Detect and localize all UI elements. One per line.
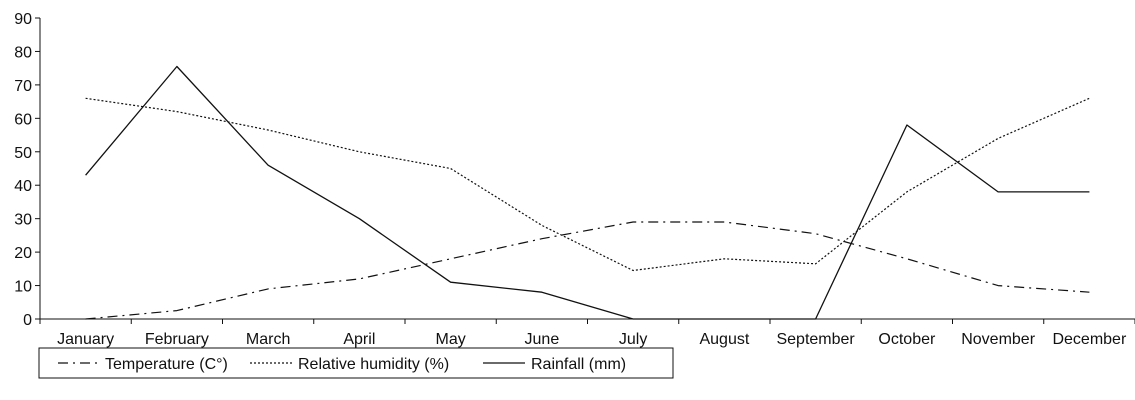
x-tick-label: March	[246, 331, 290, 348]
x-tick-label: February	[145, 331, 209, 348]
y-tick-label: 70	[14, 78, 32, 95]
x-tick-label: August	[699, 331, 749, 348]
x-tick-label: November	[961, 331, 1035, 348]
x-tick-label: January	[57, 331, 114, 348]
y-tick-label: 0	[23, 312, 32, 329]
series-line-temperature	[85, 221, 1090, 320]
series-line-humidity	[85, 97, 1090, 272]
y-tick-label: 90	[14, 11, 32, 28]
y-tick-label: 30	[14, 212, 32, 229]
y-tick-label: 80	[14, 44, 32, 61]
axes	[39, 18, 1135, 320]
x-tick-label: May	[436, 331, 466, 348]
x-tick-label: December	[1052, 331, 1126, 348]
y-tick-label: 20	[14, 245, 32, 262]
legend-box	[38, 347, 674, 379]
x-tick-label: October	[878, 331, 936, 348]
y-tick-label: 60	[14, 111, 32, 128]
y-tick-label: 50	[14, 145, 32, 162]
legend-label-humidity: Relative humidity (%)	[298, 356, 449, 373]
y-axis-ticks: 0 10 20 30 40 50 60 70 80 90	[14, 11, 40, 329]
y-tick-label: 40	[14, 178, 32, 195]
legend-label-rainfall: Rainfall (mm)	[531, 356, 626, 373]
legend-label-temperature: Temperature (C°)	[105, 356, 228, 373]
x-axis-ticks: January February March April May June July Augu…	[39, 319, 1135, 348]
series-line-rainfall	[85, 65, 1090, 320]
x-tick-label: April	[343, 331, 375, 348]
x-tick-label: June	[525, 331, 560, 348]
y-tick-label: 10	[14, 279, 32, 296]
legend: Temperature (C°) Relative humidity (%) R…	[38, 347, 674, 379]
x-tick-label: July	[619, 331, 647, 348]
series-layer	[85, 65, 1090, 320]
x-tick-label: September	[776, 331, 855, 348]
